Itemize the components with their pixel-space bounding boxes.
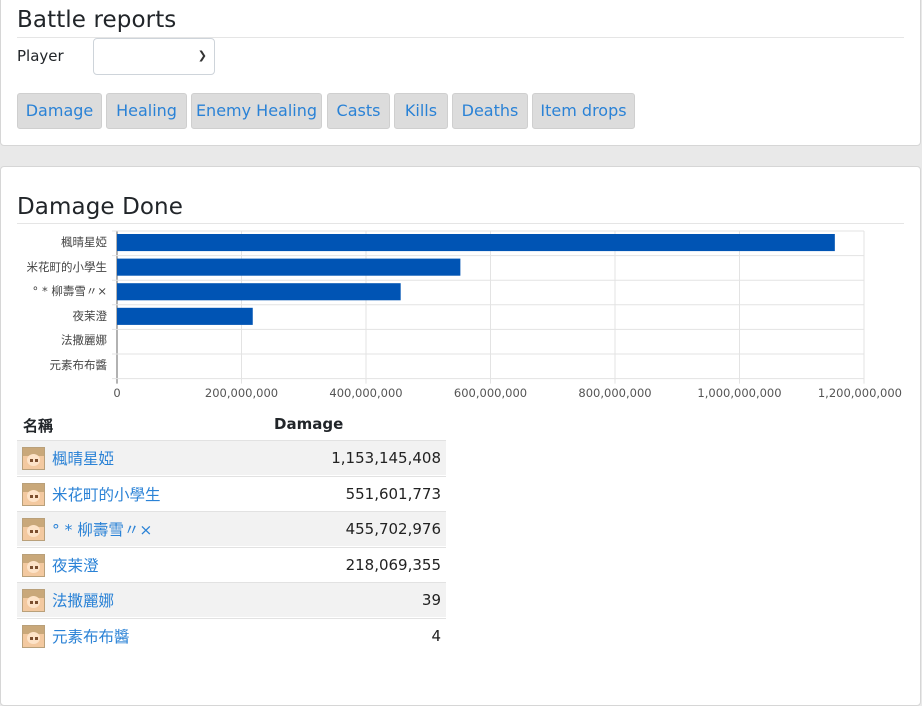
- table-row: 楓晴星婭 1,153,145,408: [17, 440, 446, 475]
- damage-value: 218,069,355: [346, 556, 441, 574]
- x-tick-label: 400,000,000: [329, 386, 402, 400]
- player-link[interactable]: ° * 柳壽雪〃×: [52, 518, 152, 540]
- y-axis-label: 元素布布醬: [0, 357, 107, 373]
- x-tick-label: 800,000,000: [578, 386, 651, 400]
- y-axis-label: 米花町的小學生: [0, 259, 107, 275]
- player-link[interactable]: 夜茉澄: [52, 554, 99, 576]
- table-row: ° * 柳壽雪〃× 455,702,976: [17, 511, 446, 546]
- damage-value: 551,601,773: [346, 485, 441, 503]
- character-avatar-icon: [22, 483, 45, 506]
- y-axis-label: 夜茉澄: [0, 308, 107, 324]
- table-row: 米花町的小學生 551,601,773: [17, 476, 446, 511]
- character-avatar-icon: [22, 625, 45, 648]
- x-tick-label: 600,000,000: [454, 386, 527, 400]
- x-tick-label: 1,000,000,000: [697, 386, 781, 400]
- player-link[interactable]: 法撒麗娜: [52, 589, 114, 611]
- damage-value: 39: [422, 591, 441, 609]
- damage-bar: [117, 259, 460, 276]
- damage-bar: [117, 308, 253, 325]
- character-avatar-icon: [22, 447, 45, 470]
- table-row: 夜茉澄 218,069,355: [17, 547, 446, 582]
- damage-bar: [117, 283, 401, 300]
- character-avatar-icon: [22, 589, 45, 612]
- table-header-name: 名稱: [23, 415, 53, 436]
- character-avatar-icon: [22, 554, 45, 577]
- table-row: 法撒麗娜 39: [17, 582, 446, 617]
- y-axis-label: ° * 柳壽雪〃×: [0, 283, 107, 299]
- table-header-damage: Damage: [274, 415, 343, 433]
- damage-value: 4: [431, 627, 441, 645]
- player-link[interactable]: 元素布布醬: [52, 625, 130, 647]
- damage-bar-chart: [0, 0, 922, 405]
- damage-value: 455,702,976: [346, 520, 441, 538]
- player-link[interactable]: 楓晴星婭: [52, 447, 114, 469]
- player-link[interactable]: 米花町的小學生: [52, 483, 161, 505]
- character-avatar-icon: [22, 518, 45, 541]
- x-tick-label: 200,000,000: [205, 386, 278, 400]
- x-tick-label: 1,200,000,000: [818, 386, 902, 400]
- damage-bar: [117, 234, 835, 251]
- damage-value: 1,153,145,408: [331, 449, 441, 467]
- y-axis-label: 楓晴星婭: [0, 234, 107, 250]
- x-tick-label: 0: [113, 386, 120, 400]
- y-axis-label: 法撒麗娜: [0, 332, 107, 348]
- table-row: 元素布布醬 4: [17, 618, 446, 653]
